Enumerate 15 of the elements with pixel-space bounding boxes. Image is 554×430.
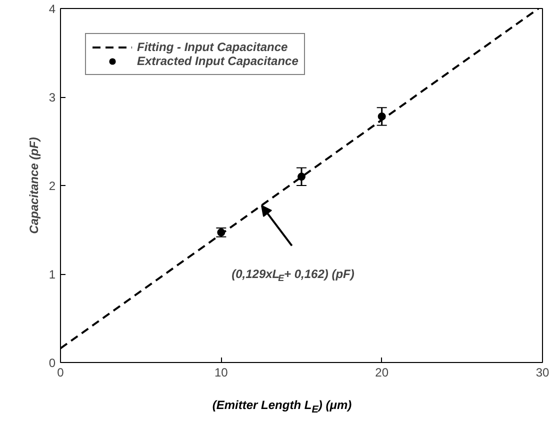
x-tick-label: 0 — [57, 366, 64, 380]
y-tick-label: 1 — [48, 268, 56, 282]
x-tick-label: 20 — [375, 366, 389, 380]
x-axis-title: (Emitter Length L$_{E}$) (μm) — [212, 397, 352, 418]
point — [298, 172, 306, 181]
y-axis-title: Capacitance (pF) — [26, 137, 41, 234]
y-tick-label: 2 — [48, 179, 56, 193]
x-tick-label: 30 — [536, 366, 550, 380]
point — [378, 112, 386, 120]
y-tick-label: 3 — [48, 90, 56, 104]
x-tick-label: 10 — [214, 366, 228, 380]
legend-label: Fitting - Input Capacitance — [137, 40, 288, 54]
y-tick-label: 4 — [48, 2, 56, 16]
y-tick-label: 0 — [48, 356, 56, 370]
legend-label: Extracted Input Capacitance — [137, 54, 298, 68]
